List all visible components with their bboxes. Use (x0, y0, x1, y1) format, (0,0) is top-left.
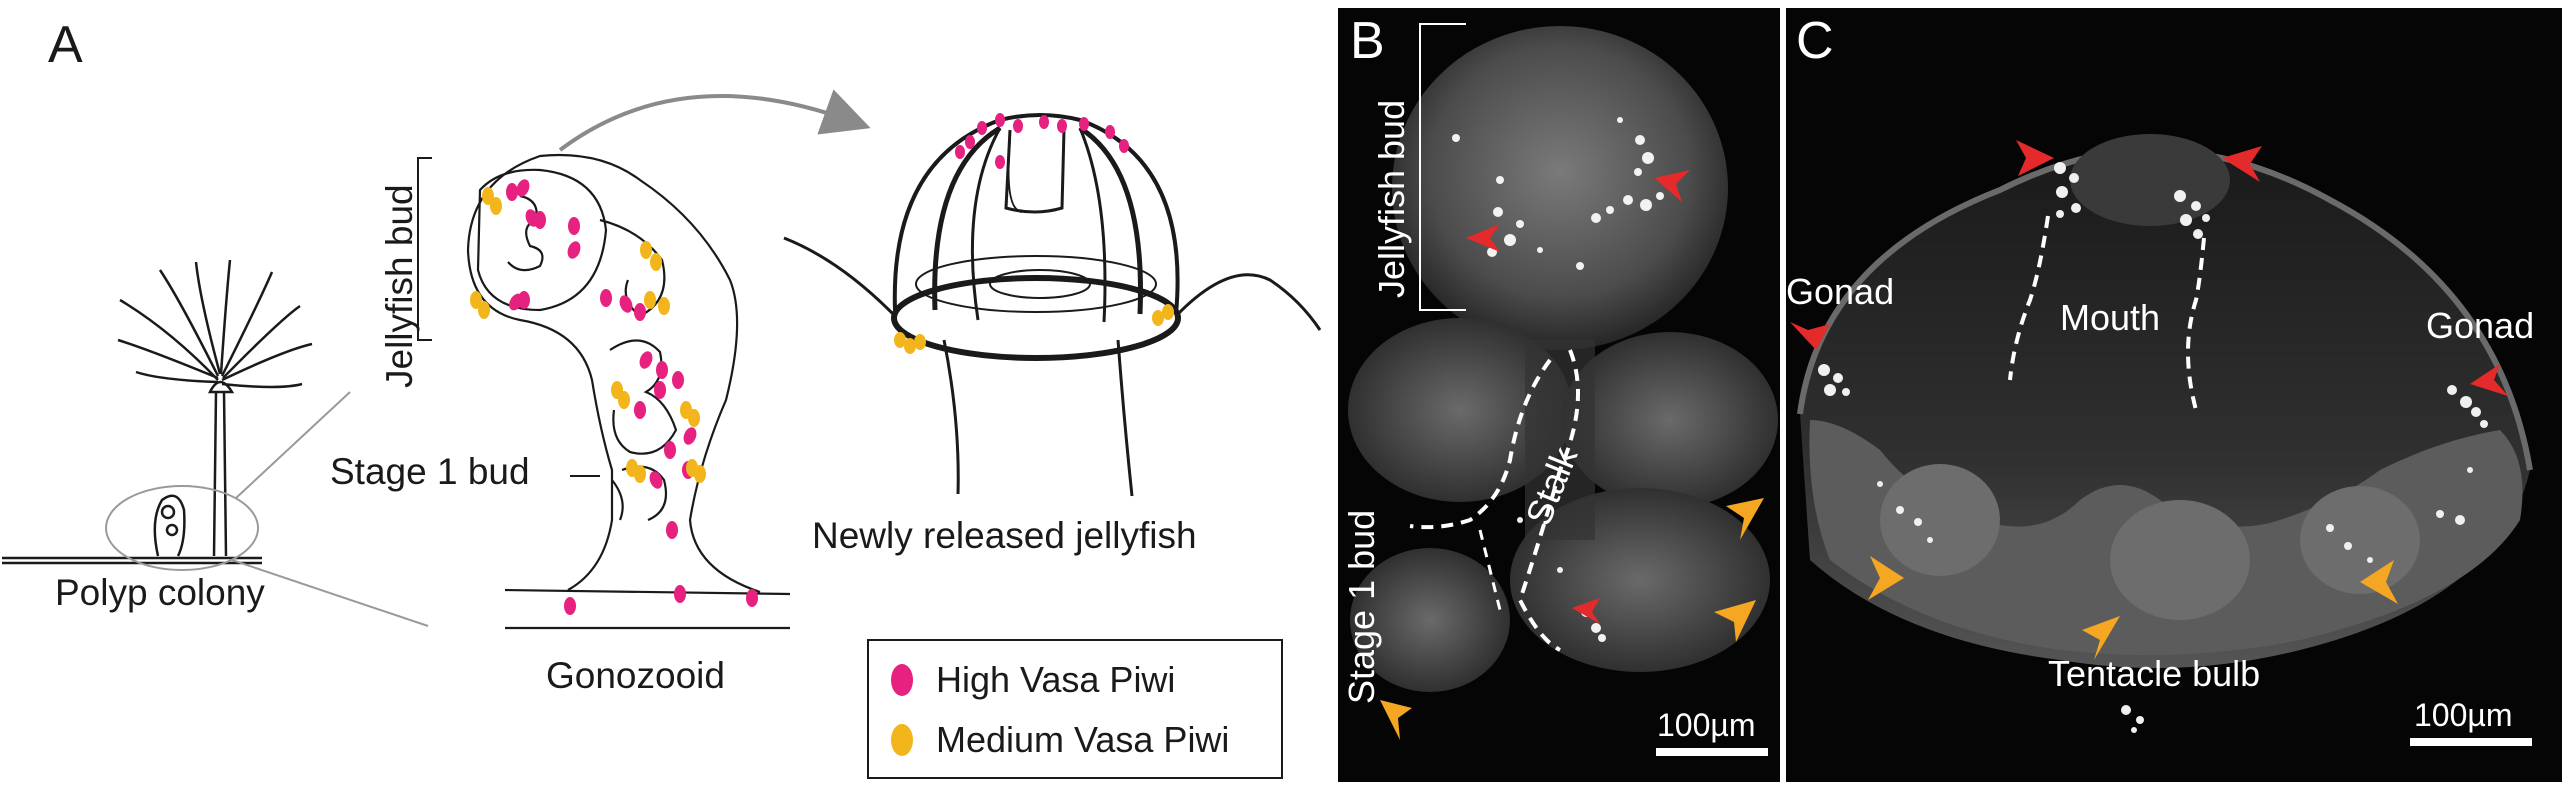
gonozooid-label: Gonozooid (546, 655, 725, 696)
release-arrow (558, 89, 871, 152)
legend-box (867, 639, 1283, 779)
b-red-arrowhead-3 (1572, 598, 1600, 624)
panel-b-orange-arrowheads (1380, 498, 1764, 740)
panel-a: A Pol (2, 16, 1322, 779)
panel-b-letter: B (1350, 12, 1385, 70)
legend-medium-swatch (891, 724, 913, 756)
b-orange-arrowhead-1 (1726, 498, 1764, 540)
gonozooid-drawing (466, 153, 791, 630)
panel-c-tissue (1797, 134, 2533, 668)
polyp-colony-label: Polyp colony (55, 572, 265, 613)
released-jellyfish-drawing (783, 113, 1322, 497)
c-orange-arrowhead-1 (1868, 556, 1904, 600)
c-scale-label: 100µm (2414, 697, 2512, 733)
stalk-outline-left (1409, 358, 1552, 530)
b-jellyfish-bud-bracket (1419, 23, 1466, 311)
c-red-arrowhead-1 (2016, 140, 2054, 176)
stalk-outline-left-lower (1478, 529, 1502, 611)
legend: High Vasa Piwi Medium Vasa Piwi (867, 639, 1283, 779)
b-jellyfish-bud-label: Jellyfish bud (1371, 100, 1412, 298)
panel-b-tissue (1348, 26, 1778, 692)
panel-c-red-arrowheads (1790, 140, 2508, 396)
panel-c-speckles (1818, 162, 2488, 733)
c-orange-arrowhead-2 (2360, 560, 2398, 604)
jellyfish-medium-dots (894, 304, 1174, 354)
panel-b-red-arrowheads (1466, 170, 1690, 624)
b-red-arrowhead-1 (1654, 170, 1690, 202)
gonad-left-label: Gonad (1786, 271, 1894, 312)
polyp-colony-drawing (2, 259, 429, 627)
gonozooid-high-dots (506, 179, 758, 615)
a-jellyfish-bud-label: Jellyfish bud (379, 184, 420, 388)
jellyfish-high-dots (955, 113, 1129, 169)
b-red-arrowhead-2 (1466, 224, 1500, 252)
b-scale-label: 100µm (1657, 707, 1755, 743)
legend-high-swatch (891, 664, 913, 696)
b-stage1-bud-label: Stage 1 bud (1341, 510, 1382, 704)
panel-c-letter: C (1796, 12, 1834, 70)
legend-medium-label: Medium Vasa Piwi (936, 719, 1229, 760)
panel-a-letter: A (48, 16, 83, 74)
c-orange-arrowhead-3 (2082, 616, 2120, 660)
c-red-arrowhead-2 (2222, 146, 2262, 182)
panel-divider (1780, 8, 1786, 782)
panel-c: C Gonad Gonad Mouth Tentacle bulb 100µm (1786, 8, 2562, 782)
c-scale-bar (2410, 738, 2532, 746)
legend-high-label: High Vasa Piwi (936, 659, 1175, 700)
b-orange-arrowhead-2 (1714, 600, 1756, 642)
c-red-arrowhead-4 (2470, 364, 2508, 396)
b-orange-arrowhead-3 (1380, 700, 1412, 740)
mouth-outline-left (2008, 215, 2050, 381)
tentacle-bulb-label: Tentacle bulb (2048, 653, 2260, 694)
released-jellyfish-label: Newly released jellyfish (812, 515, 1197, 556)
c-red-arrowhead-3 (1790, 322, 1830, 350)
a-stage1-bud-label: Stage 1 bud (330, 451, 530, 492)
panel-b: Stalk B Jellyfish bud Stage 1 bud 100µm (1338, 8, 1780, 782)
stalk-outline-right (1517, 349, 1580, 652)
b-scale-bar (1656, 748, 1768, 756)
panel-c-orange-arrowheads (1868, 556, 2398, 660)
jellyfish-bud-bracket (417, 157, 432, 341)
mouth-label: Mouth (2060, 297, 2160, 338)
gonad-right-label: Gonad (2426, 305, 2534, 346)
mouth-outline-right (2186, 237, 2206, 411)
gonozooid-medium-dots (470, 187, 706, 483)
